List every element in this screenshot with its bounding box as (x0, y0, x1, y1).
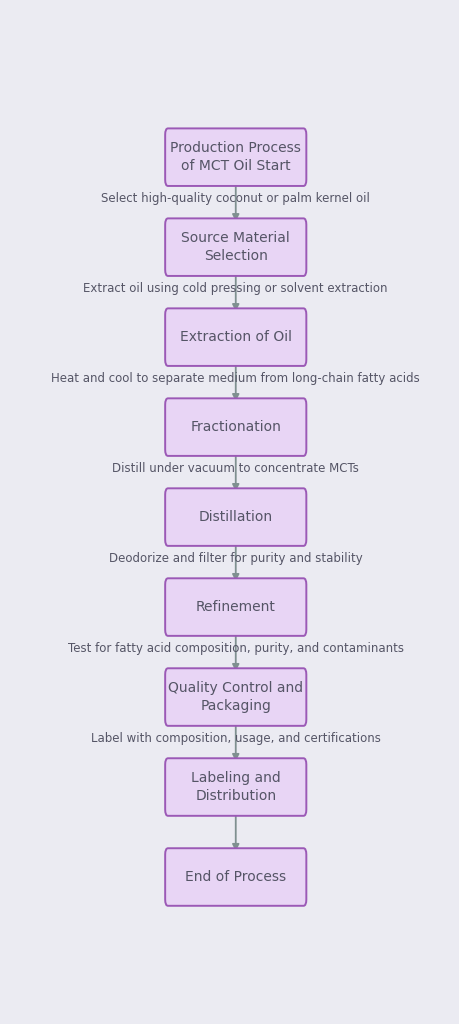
FancyBboxPatch shape (165, 488, 306, 546)
Text: Label with composition, usage, and certifications: Label with composition, usage, and certi… (90, 732, 380, 744)
Text: Quality Control and
Packaging: Quality Control and Packaging (168, 681, 302, 714)
Text: Fractionation: Fractionation (190, 420, 280, 434)
FancyBboxPatch shape (165, 308, 306, 366)
Text: Extraction of Oil: Extraction of Oil (179, 330, 291, 344)
FancyBboxPatch shape (165, 848, 306, 906)
Text: Labeling and
Distribution: Labeling and Distribution (190, 771, 280, 803)
Text: Deodorize and filter for purity and stability: Deodorize and filter for purity and stab… (109, 552, 362, 565)
Text: Test for fatty acid composition, purity, and contaminants: Test for fatty acid composition, purity,… (67, 642, 403, 655)
FancyBboxPatch shape (165, 218, 306, 275)
FancyBboxPatch shape (165, 669, 306, 726)
FancyBboxPatch shape (165, 128, 306, 186)
Text: Select high-quality coconut or palm kernel oil: Select high-quality coconut or palm kern… (101, 193, 369, 205)
Text: Extract oil using cold pressing or solvent extraction: Extract oil using cold pressing or solve… (84, 282, 387, 295)
FancyBboxPatch shape (165, 579, 306, 636)
Text: Refinement: Refinement (196, 600, 275, 614)
Text: Distillation: Distillation (198, 510, 272, 524)
Text: Production Process
of MCT Oil Start: Production Process of MCT Oil Start (170, 141, 301, 173)
Text: Distill under vacuum to concentrate MCTs: Distill under vacuum to concentrate MCTs (112, 462, 358, 475)
Text: Heat and cool to separate medium from long-chain fatty acids: Heat and cool to separate medium from lo… (51, 372, 419, 385)
FancyBboxPatch shape (165, 758, 306, 816)
FancyBboxPatch shape (165, 398, 306, 456)
Text: Source Material
Selection: Source Material Selection (181, 231, 290, 263)
Text: End of Process: End of Process (185, 870, 285, 884)
